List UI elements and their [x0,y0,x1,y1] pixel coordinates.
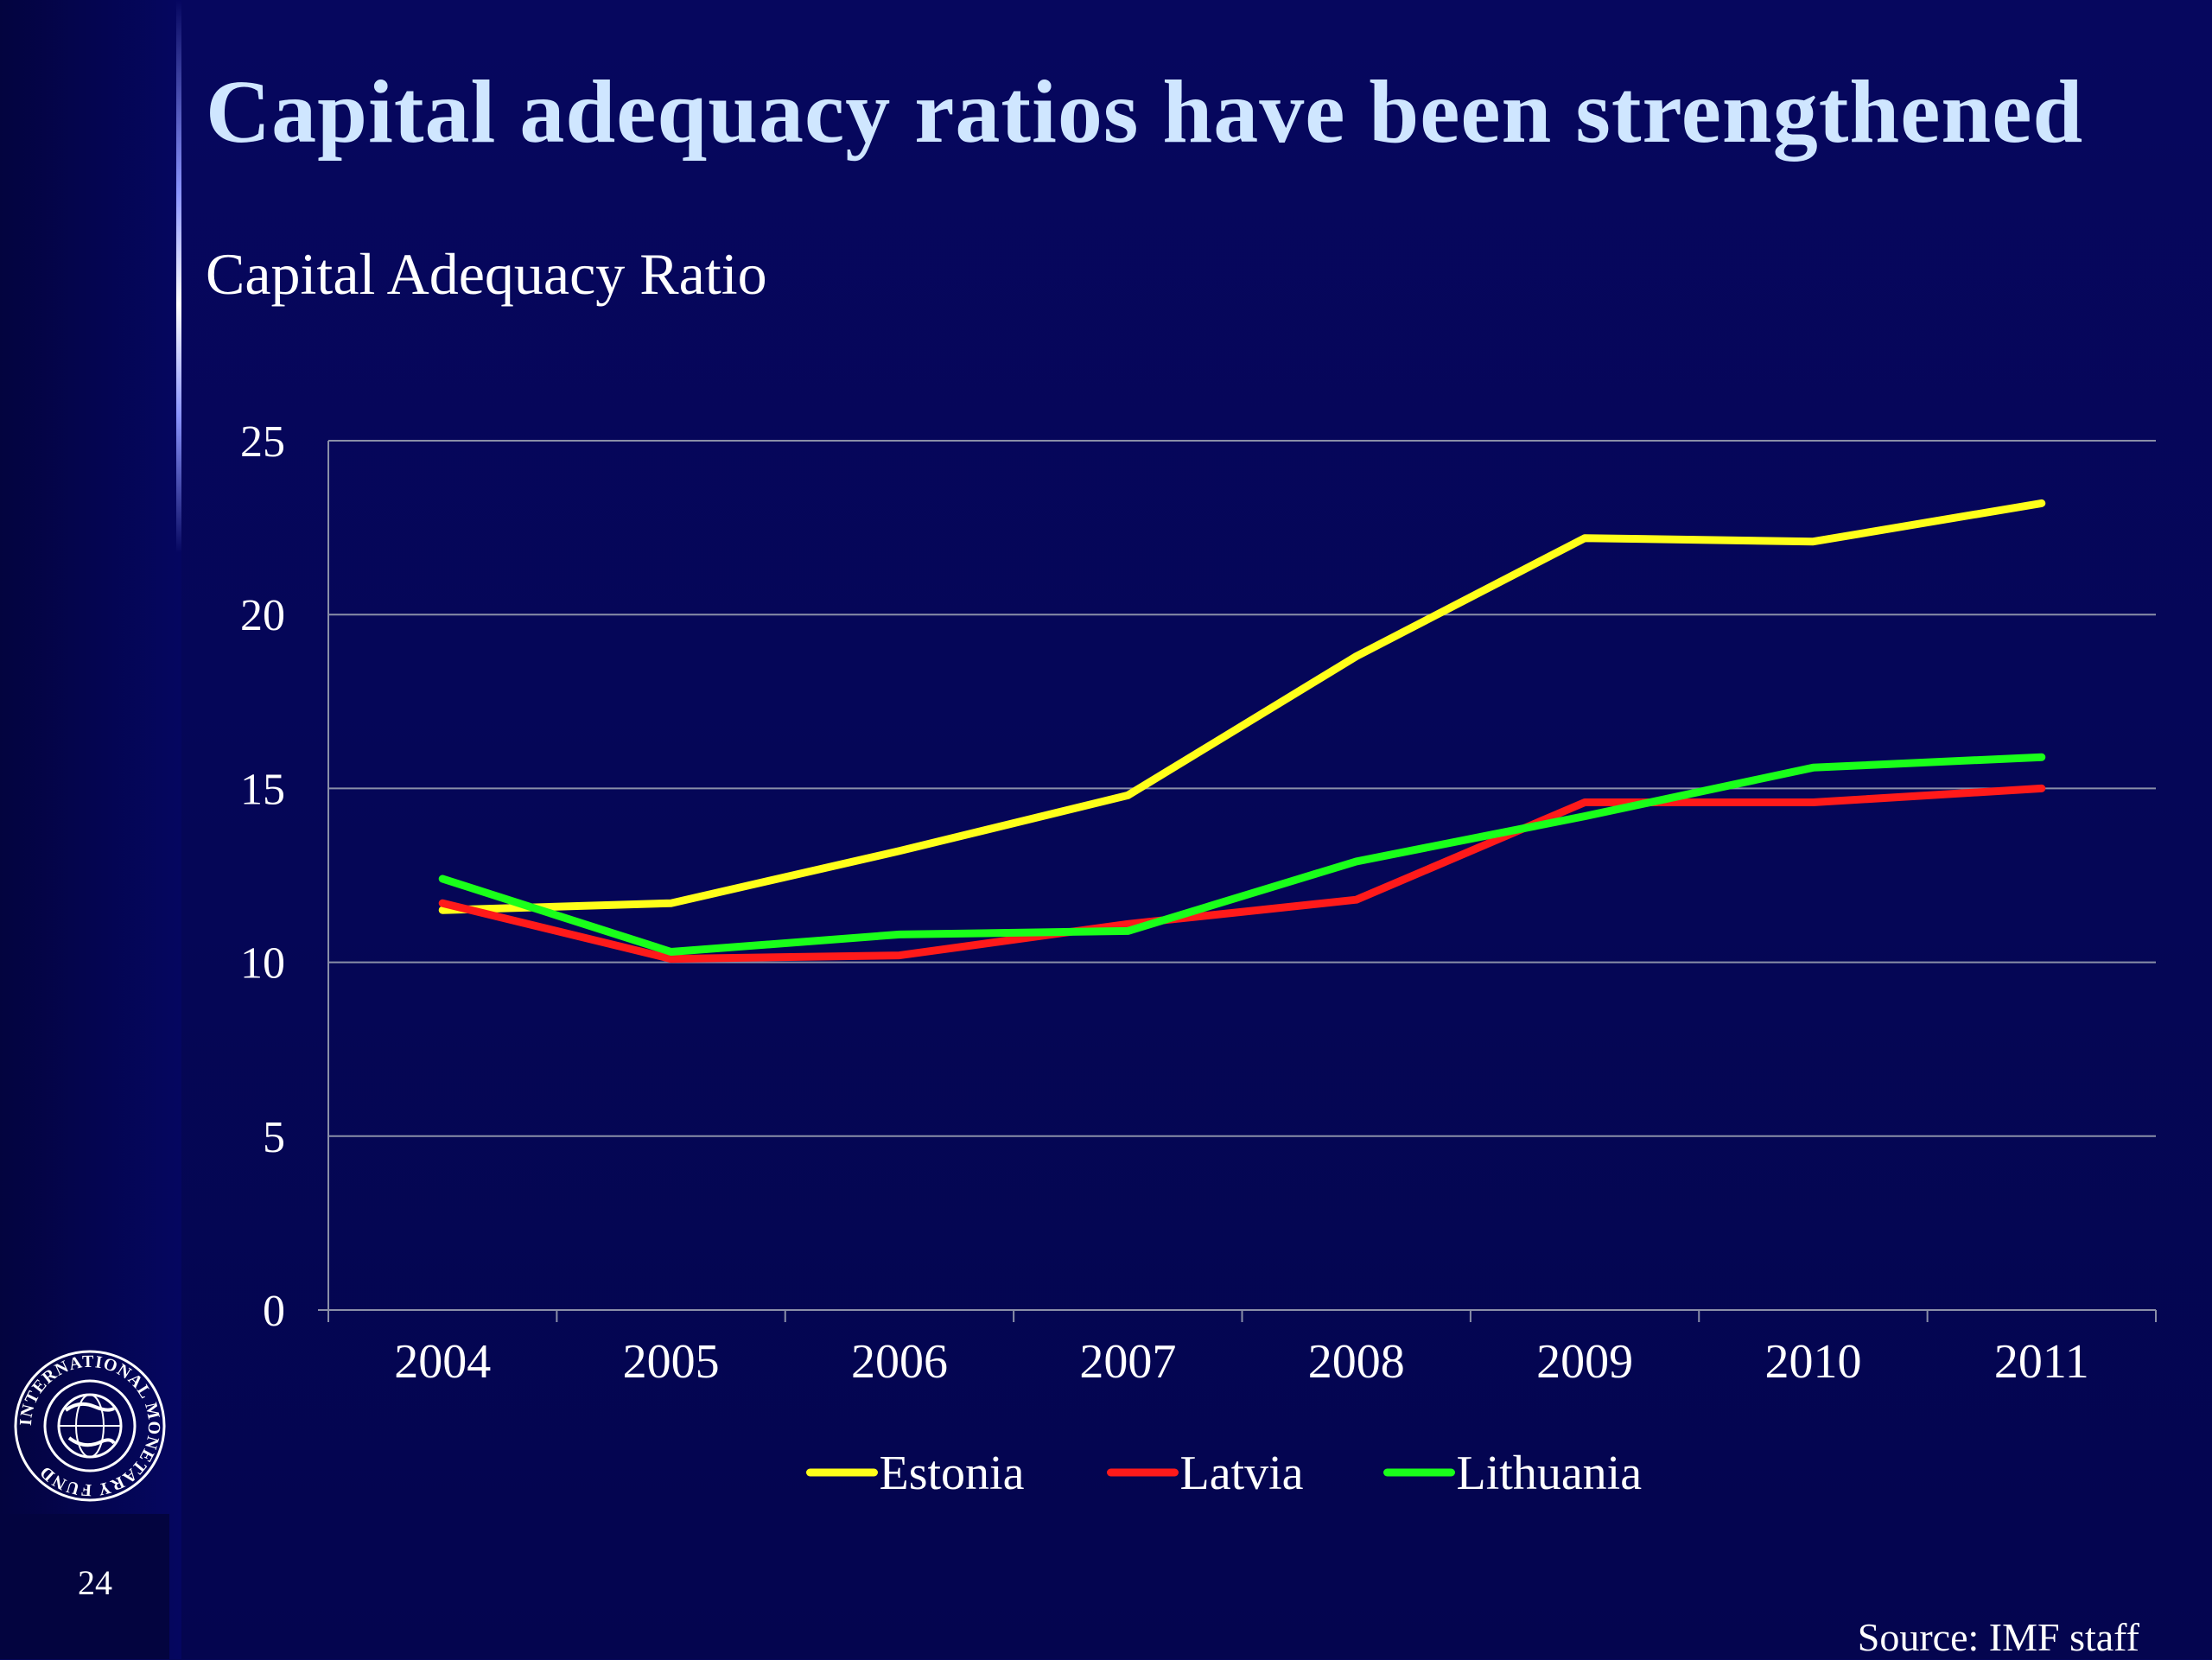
page-number: 24 [78,1563,112,1602]
x-tick-label: 2009 [1536,1335,1633,1389]
series-line-estonia [438,499,2046,914]
y-tick-label: 20 [240,591,285,640]
x-tick-label: 2004 [394,1335,491,1389]
gridlines [328,440,2156,1137]
x-tick-label: 2011 [1994,1335,2089,1389]
page-number-box [0,1514,169,1659]
y-tick-labels: 0 5 10 15 20 25 [240,417,285,1336]
y-tick-label: 0 [263,1287,285,1336]
series-line-lithuania [438,753,2046,956]
x-tick-label: 2007 [1079,1335,1176,1389]
x-tick-label: 2008 [1308,1335,1405,1389]
axes [318,441,2157,1322]
source-note: Source: IMF staff [1857,1615,2139,1659]
left-accent-rule [176,0,181,553]
legend-label-latvia: Latvia [1180,1447,1304,1500]
y-tick-label: 5 [263,1113,285,1162]
series-lines [438,499,2046,964]
x-tick-label: 2006 [851,1335,948,1389]
legend: Estonia Latvia Lithuania [806,1447,1643,1500]
y-tick-label: 25 [240,417,285,467]
y-tick-label: 10 [240,939,285,989]
series-line-latvia [438,784,2046,964]
imf-seal-icon: INTERNATIONAL MONETARY FUND [14,1350,166,1502]
legend-label-estonia: Estonia [880,1447,1025,1500]
chart-title: Capital Adequacy Ratio [206,241,767,307]
legend-label-lithuania: Lithuania [1457,1447,1643,1500]
y-tick-label: 15 [240,765,285,814]
slide-title: Capital adequacy ratios have been streng… [206,62,2084,162]
x-tick-labels: 2004 2005 2006 2007 2008 2009 2010 2011 [394,1335,2089,1389]
x-tick-label: 2005 [623,1335,720,1389]
x-tick-label: 2010 [1764,1335,1861,1389]
